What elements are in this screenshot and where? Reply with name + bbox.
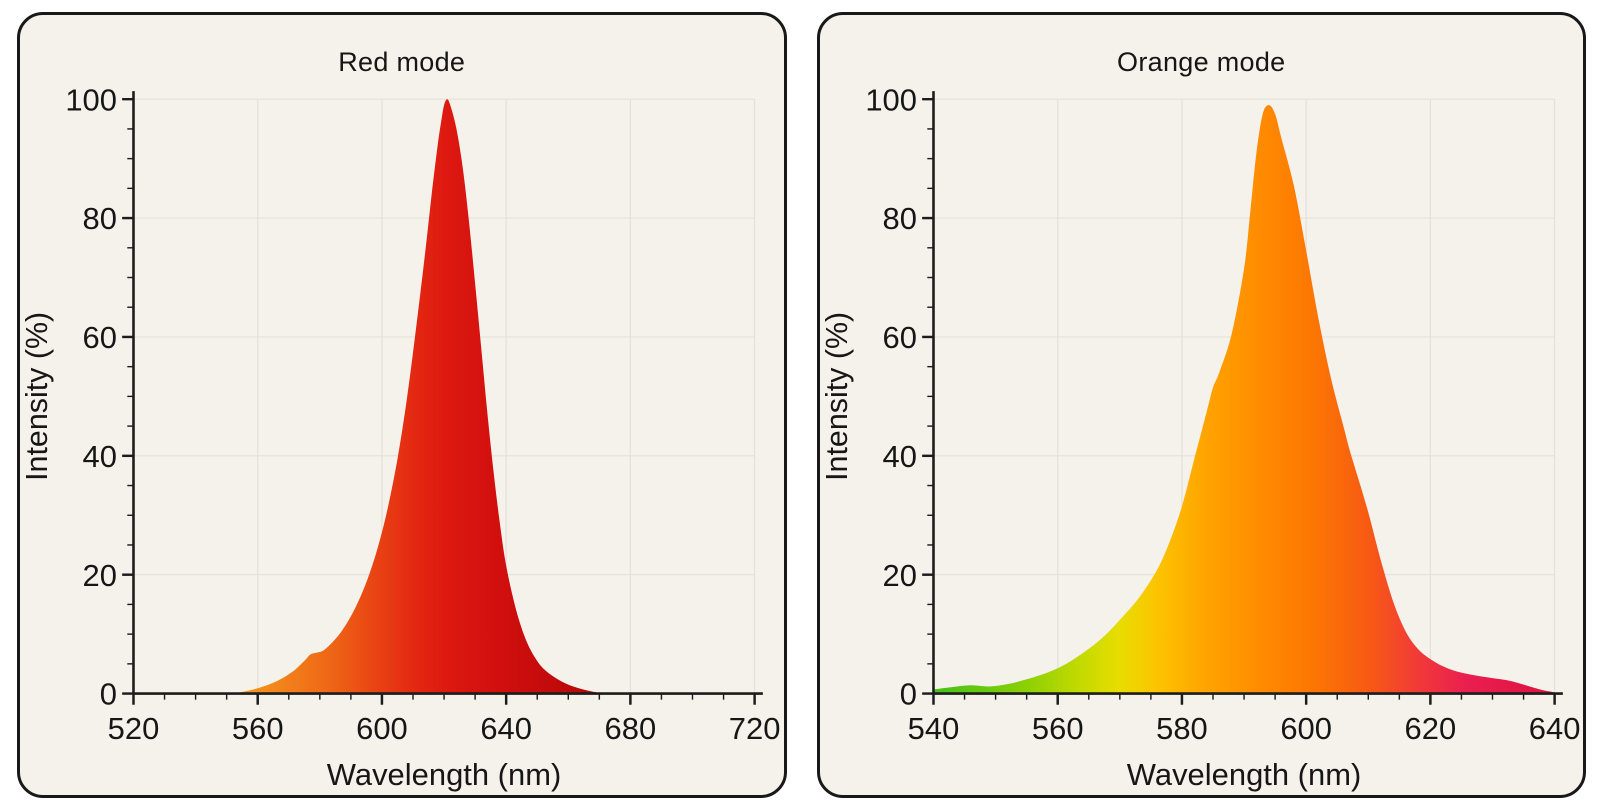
svg-text:560: 560	[232, 711, 284, 746]
svg-text:520: 520	[108, 711, 160, 746]
svg-text:100: 100	[865, 85, 917, 117]
red-mode-chart-title: Red mode	[338, 47, 466, 77]
svg-text:680: 680	[605, 711, 657, 746]
svg-text:100: 100	[65, 85, 117, 117]
svg-text:40: 40	[882, 439, 916, 474]
svg-text:720: 720	[729, 711, 781, 746]
orange-mode-spectrum-chart: 540 560 580 600 620 640 0 20 40 60 80 100 Wavelength…	[820, 85, 1580, 792]
svg-text:Intensity (%): Intensity (%)	[820, 312, 854, 481]
svg-text:0: 0	[899, 677, 916, 712]
svg-text:20: 20	[882, 558, 916, 593]
svg-text:60: 60	[83, 320, 117, 355]
svg-text:80: 80	[882, 201, 916, 236]
svg-text:40: 40	[83, 439, 117, 474]
svg-text:Wavelength (nm): Wavelength (nm)	[1126, 757, 1360, 792]
svg-text:620: 620	[1404, 711, 1456, 746]
red-mode-chart-panel: Red mode 520 560 600 640 680 720 0 20 40 60 80 100 W…	[17, 12, 787, 798]
svg-text:0: 0	[100, 677, 117, 712]
svg-text:540: 540	[907, 711, 959, 746]
svg-text:600: 600	[1280, 711, 1332, 746]
svg-text:60: 60	[882, 320, 916, 355]
orange-mode-chart-panel: Orange mode 540 560 580 600 620 640 0 20 40 60 80 1…	[816, 12, 1586, 798]
svg-text:Intensity (%): Intensity (%)	[20, 312, 54, 481]
svg-text:80: 80	[83, 201, 117, 236]
svg-text:20: 20	[83, 558, 117, 593]
svg-text:580: 580	[1156, 711, 1208, 746]
svg-text:560: 560	[1031, 711, 1083, 746]
svg-text:Wavelength (nm): Wavelength (nm)	[327, 757, 561, 792]
svg-text:640: 640	[480, 711, 532, 746]
orange-mode-chart-title: Orange mode	[1117, 47, 1286, 77]
svg-text:640: 640	[1528, 711, 1580, 746]
red-mode-spectrum-chart: 520 560 600 640 680 720 0 20 40 60 80 100 Wavelength…	[20, 85, 781, 792]
svg-text:600: 600	[356, 711, 408, 746]
